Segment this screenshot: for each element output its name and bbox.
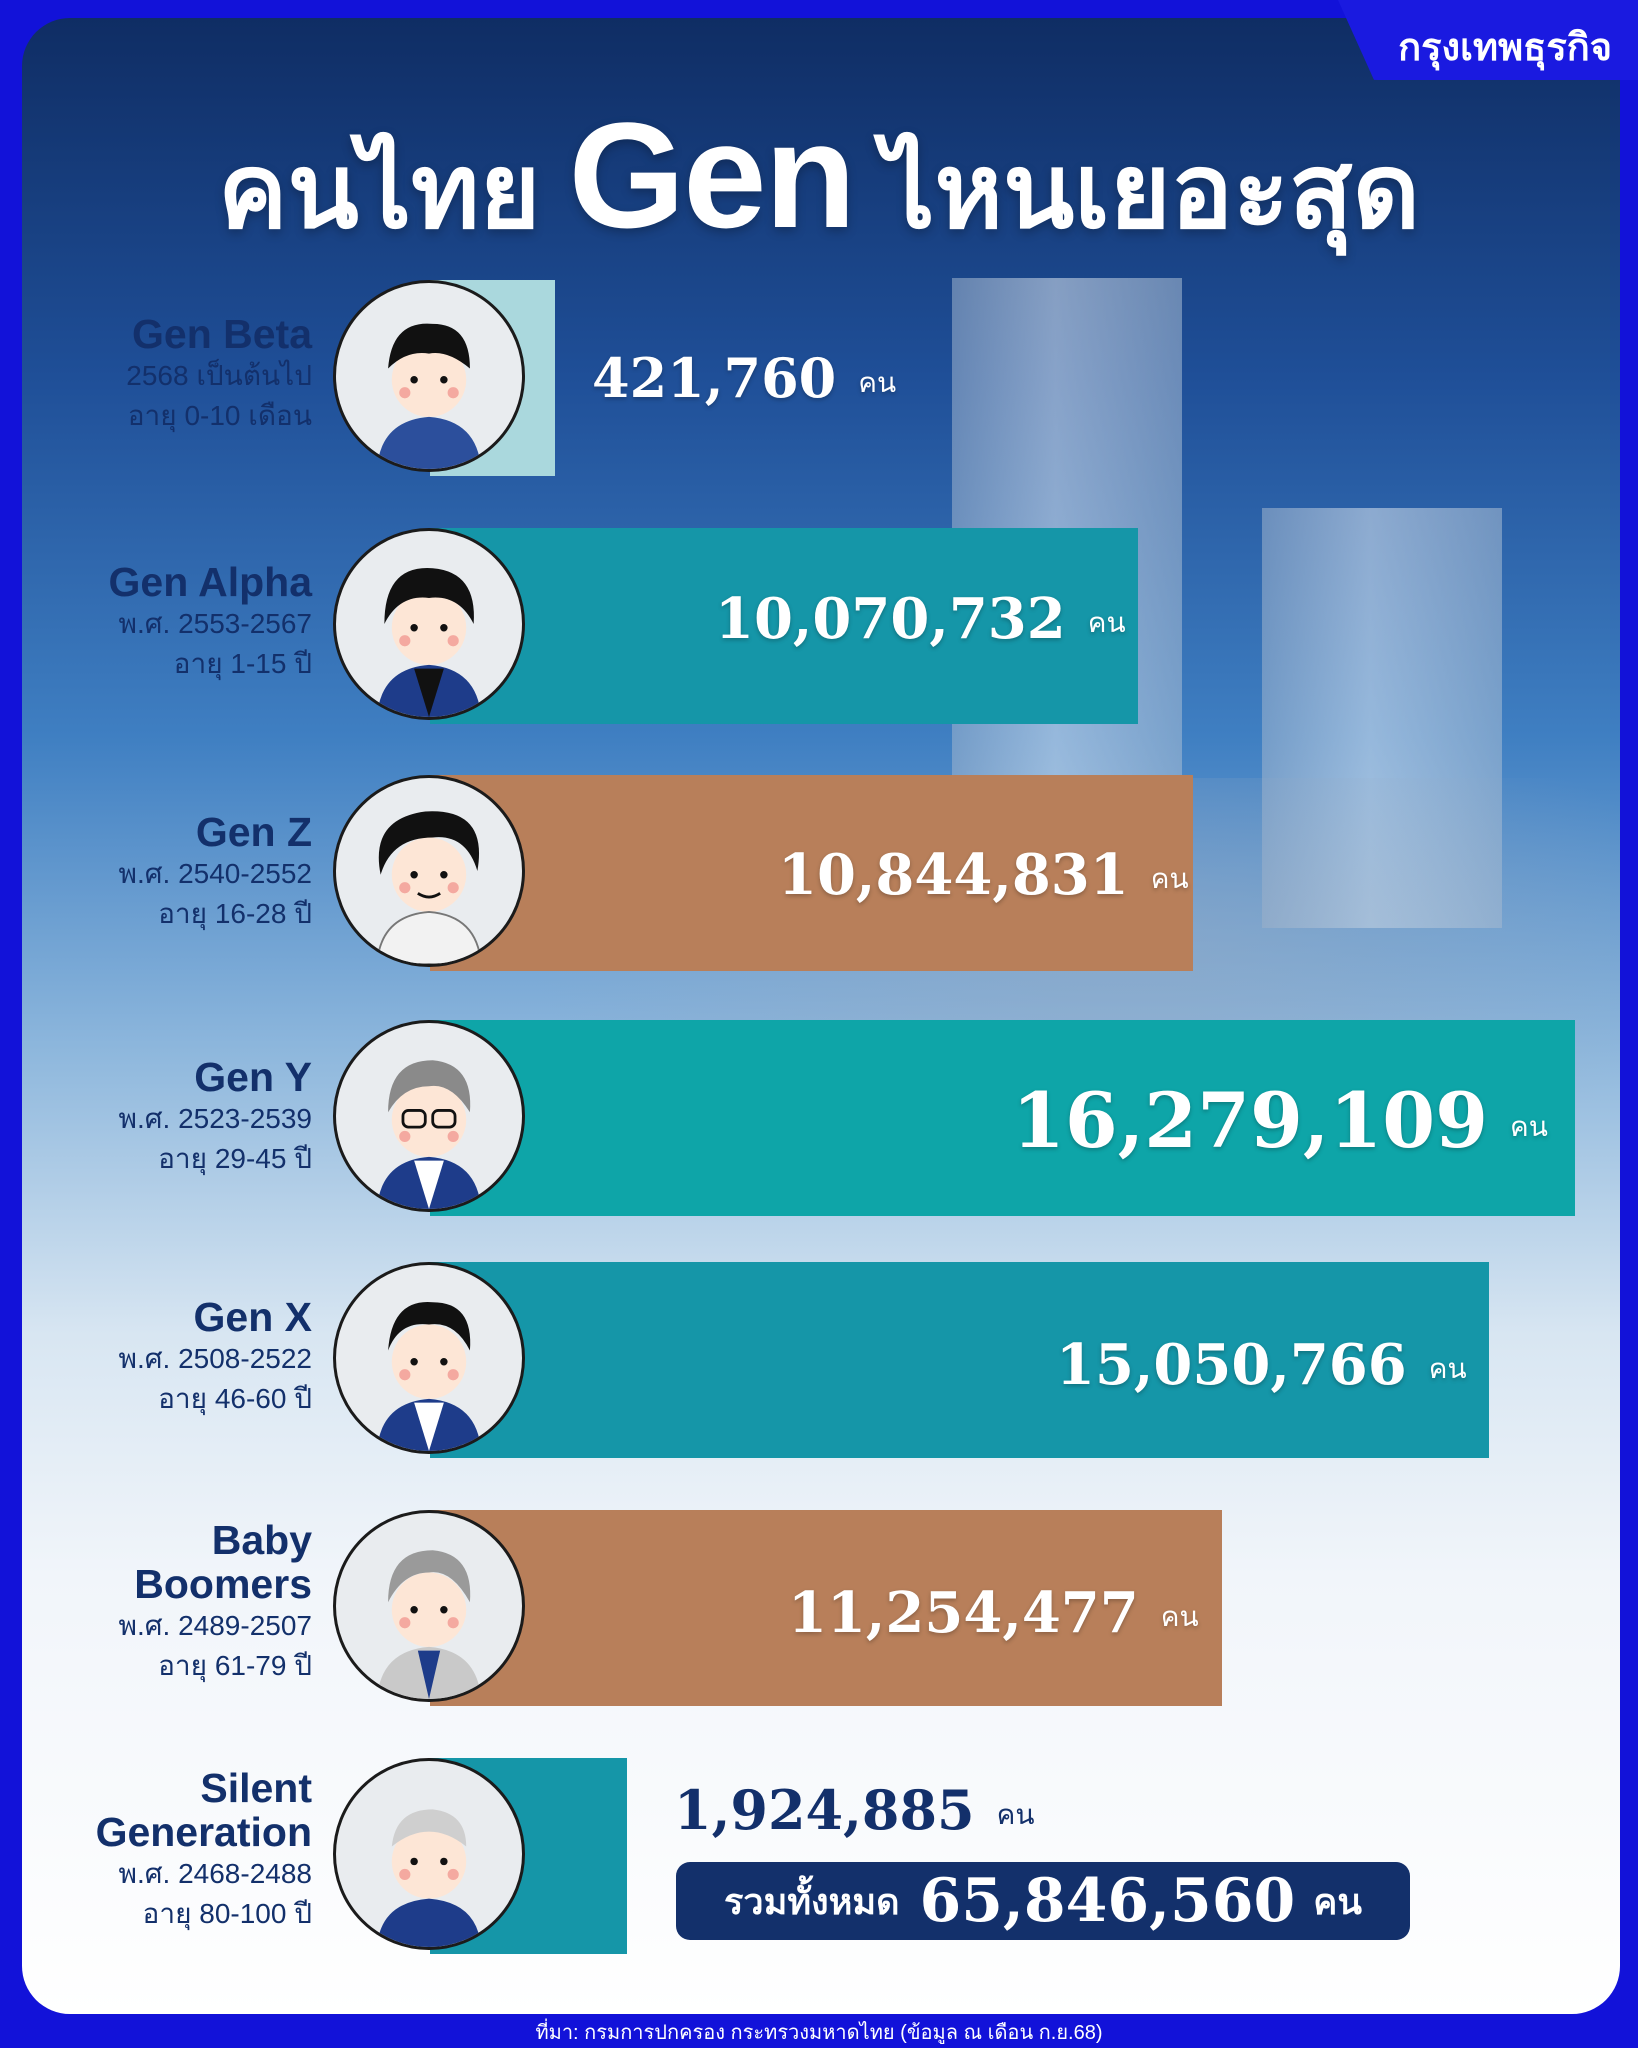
gen-x-avatar-icon: [333, 1262, 525, 1454]
value-gen-x: 15,050,766 คน: [1056, 1332, 1467, 1398]
gen-years: พ.ศ. 2553-2567: [118, 608, 312, 639]
gen-age: อายุ 0-10 เดือน: [127, 400, 312, 431]
gen-years: พ.ศ. 2540-2552: [118, 858, 312, 889]
label-gen-beta: Gen Beta 2568 เป็นต้นไป อายุ 0-10 เดือน: [40, 312, 312, 436]
gen-years: พ.ศ. 2523-2539: [118, 1103, 312, 1134]
brand-logo: กรุงเทพธุรกิจ: [1398, 27, 1612, 69]
gen-name: Gen X: [193, 1294, 312, 1340]
gen-alpha-avatar-icon: [333, 528, 525, 720]
value-number: 421,760: [592, 346, 837, 410]
value-gen-z: 10,844,831 คน: [778, 842, 1189, 908]
gen-years: พ.ศ. 2508-2522: [118, 1343, 312, 1374]
gen-beta-avatar-icon: [333, 280, 525, 472]
gen-name-line-1: Baby: [211, 1517, 312, 1563]
bar-gen-y: [430, 1020, 1575, 1216]
value-number: 15,050,766: [1056, 1332, 1407, 1398]
value-unit: คน: [1428, 1353, 1467, 1385]
page-title: คนไทย Gen ไหนเยอะสุด: [0, 100, 1638, 250]
label-silent-generation: Silent Generation พ.ศ. 2468-2488 อายุ 80…: [40, 1766, 312, 1934]
gen-age: อายุ 61-79 ปี: [158, 1650, 312, 1681]
value-unit: คน: [996, 1798, 1035, 1830]
label-gen-x: Gen X พ.ศ. 2508-2522 อายุ 46-60 ปี: [40, 1295, 312, 1419]
brand-tab: [1338, 0, 1638, 80]
gen-years: พ.ศ. 2468-2488: [118, 1858, 312, 1889]
total-label: รวมทั้งหมด: [724, 1880, 900, 1922]
label-gen-z: Gen Z พ.ศ. 2540-2552 อายุ 16-28 ปี: [40, 810, 312, 934]
value-unit: คน: [1509, 1111, 1548, 1142]
title-part-3: ไหนเยอะสุด: [882, 134, 1420, 250]
value-number: 16,279,109: [1012, 1076, 1488, 1165]
gen-age: อายุ 46-60 ปี: [158, 1383, 312, 1414]
source-note: ที่มา: กรมการปกครอง กระทรวงมหาดไทย (ข้อม…: [535, 2022, 1103, 2044]
total-box: รวมทั้งหมด 65,846,560 คน: [676, 1862, 1410, 1940]
value-number: 1,924,885: [674, 1778, 975, 1842]
value-number: 10,844,831: [778, 842, 1129, 908]
gen-name: Gen Alpha: [108, 559, 313, 605]
value-baby-boomers: 11,254,477 คน: [788, 1580, 1199, 1646]
gen-age: อายุ 80-100 ปี: [142, 1898, 312, 1929]
gen-name: Gen Y: [194, 1054, 312, 1100]
bar-gen-alpha: [430, 528, 1138, 724]
value-silent-generation: 1,924,885 คน: [674, 1778, 1035, 1842]
gen-name: Gen Beta: [132, 311, 312, 357]
gen-y-avatar-icon: [333, 1020, 525, 1212]
gen-age: อายุ 16-28 ปี: [158, 898, 312, 929]
value-gen-alpha: 10,070,732 คน: [715, 586, 1126, 652]
label-gen-y: Gen Y พ.ศ. 2523-2539 อายุ 29-45 ปี: [40, 1055, 312, 1179]
gen-name-line-1: Silent: [200, 1765, 312, 1811]
value-unit: คน: [1160, 1601, 1199, 1633]
gen-name-line-2: Generation: [95, 1809, 312, 1855]
title-part-1: คนไทย: [218, 134, 541, 250]
value-unit: คน: [858, 366, 897, 398]
total-value: 65,846,560: [919, 1866, 1296, 1936]
value-number: 11,254,477: [788, 1580, 1139, 1646]
gen-years: พ.ศ. 2489-2507: [118, 1610, 312, 1641]
label-gen-alpha: Gen Alpha พ.ศ. 2553-2567 อายุ 1-15 ปี: [40, 559, 313, 684]
label-baby-boomers: Baby Boomers พ.ศ. 2489-2507 อายุ 61-79 ป…: [40, 1518, 312, 1686]
gen-z-avatar-icon: [333, 775, 525, 967]
gen-years: 2568 เป็นต้นไป: [126, 360, 312, 391]
gen-name: Gen Z: [195, 809, 312, 855]
gen-age: อายุ 29-45 ปี: [158, 1143, 312, 1174]
value-number: 10,070,732: [715, 586, 1066, 652]
total-unit: คน: [1313, 1880, 1362, 1922]
value-unit: คน: [1087, 607, 1126, 639]
bar-gen-z: [430, 775, 1193, 971]
gen-age: อายุ 1-15 ปี: [173, 648, 312, 679]
bar-baby-boomers: [430, 1510, 1222, 1706]
baby-boomer-avatar-icon: [333, 1510, 525, 1702]
silent-generation-avatar-icon: [333, 1758, 525, 1950]
bar-gen-x: [430, 1262, 1489, 1458]
gen-name-line-2: Boomers: [134, 1561, 312, 1607]
value-gen-beta: 421,760 คน: [592, 346, 896, 410]
value-gen-y: 16,279,109 คน: [1012, 1076, 1548, 1165]
value-unit: คน: [1150, 863, 1189, 895]
title-part-2: Gen: [568, 91, 856, 259]
